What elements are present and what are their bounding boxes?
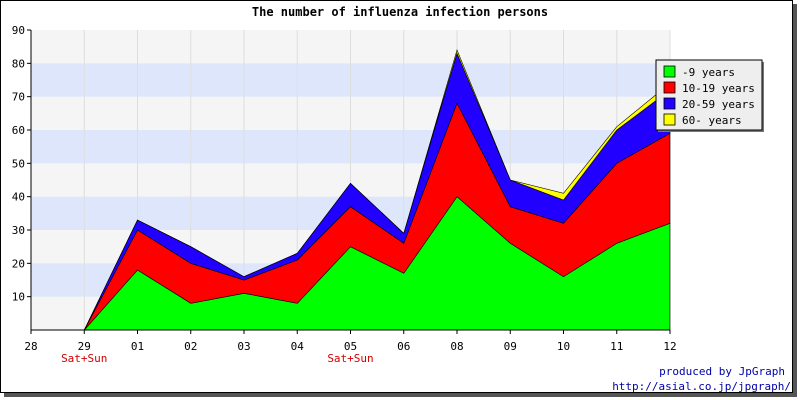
x-tick-label: 29: [78, 340, 91, 353]
legend-swatch: [663, 81, 676, 94]
legend-label: 60- years: [682, 114, 742, 127]
y-tick-label: 60: [12, 124, 25, 137]
x-tick-label: 09: [504, 340, 517, 353]
y-tick-label: 50: [12, 157, 25, 170]
x-tick-label: 04: [291, 340, 305, 353]
x-tick-label: 01: [131, 340, 144, 353]
legend: -9 years 10-19 years 20-59 years 60- years: [655, 59, 764, 132]
weekend-label: Sat+Sun: [61, 352, 107, 365]
y-axis-ticks: 10 20 30 40 50 60 70 80 90: [12, 24, 31, 304]
x-tick-label: 28: [24, 340, 37, 353]
y-tick-label: 10: [12, 291, 25, 304]
x-tick-label: 11: [610, 340, 623, 353]
legend-label: 10-19 years: [682, 82, 755, 95]
legend-swatch: [663, 65, 676, 78]
x-tick-label: 03: [237, 340, 250, 353]
x-tick-label: 06: [397, 340, 410, 353]
legend-swatch: [663, 113, 676, 126]
chart-title: The number of influenza infection person…: [252, 5, 548, 19]
legend-swatch: [663, 97, 676, 110]
y-tick-label: 70: [12, 91, 25, 104]
x-tick-label: 02: [184, 340, 197, 353]
y-tick-label: 90: [12, 24, 25, 37]
y-tick-label: 80: [12, 57, 25, 70]
legend-label: 20-59 years: [682, 98, 755, 111]
x-tick-label: 10: [557, 340, 570, 353]
x-tick-label: 12: [663, 340, 676, 353]
y-tick-label: 40: [12, 191, 25, 204]
y-tick-label: 30: [12, 224, 25, 237]
weekend-label: Sat+Sun: [327, 352, 373, 365]
x-tick-label: 08: [450, 340, 463, 353]
x-tick-label: 05: [344, 340, 357, 353]
legend-label: -9 years: [682, 66, 735, 79]
credit-line-2: http://asial.co.jp/jpgraph/: [612, 380, 791, 393]
y-tick-label: 20: [12, 257, 25, 270]
x-axis-ticks: 28 29 01 02 03 04 05 06 08 09 10 11 12 Sat+Sun Sat+Sun: [24, 330, 677, 365]
credit-line-1: produced by JpGraph: [659, 365, 785, 378]
